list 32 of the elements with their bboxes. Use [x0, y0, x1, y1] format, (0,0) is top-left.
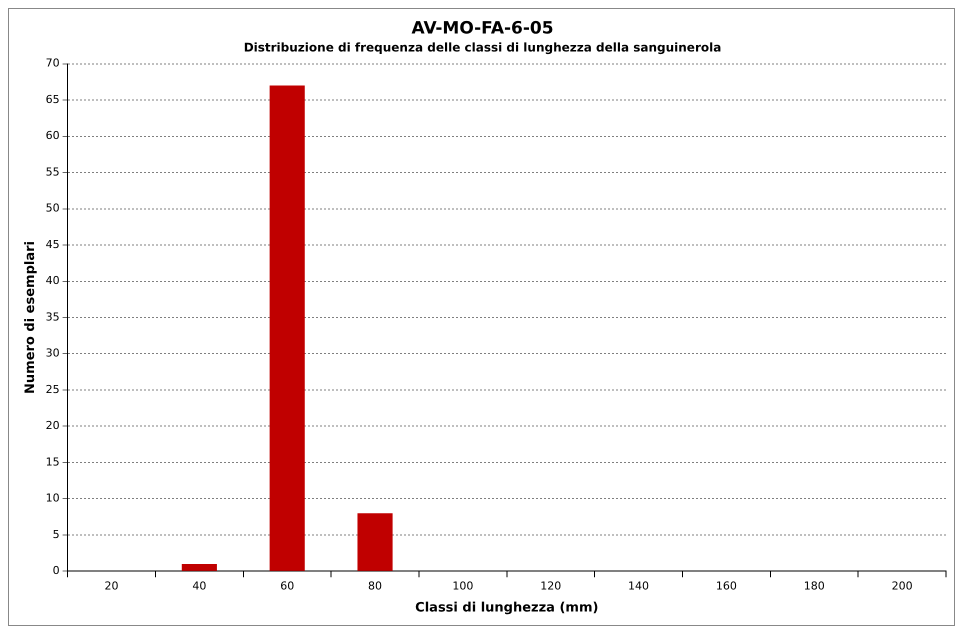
y-tick-label: 35: [46, 310, 60, 324]
y-tick-label: 60: [46, 129, 60, 142]
y-tick-label: 65: [46, 92, 60, 106]
y-tick-label: 45: [46, 238, 60, 251]
bar: [270, 86, 305, 571]
y-tick-label: 0: [52, 564, 60, 578]
x-tick-label: 60: [280, 580, 294, 593]
y-tick-label: 25: [46, 382, 60, 396]
x-tick-label: 100: [452, 580, 474, 593]
x-tick-label: 160: [716, 580, 737, 593]
x-tick-label: 20: [104, 580, 119, 593]
y-axis-title: Numero di esemplari: [23, 241, 38, 394]
x-tick-label: 200: [892, 580, 913, 593]
bar: [357, 513, 393, 571]
y-tick-label: 5: [52, 528, 60, 541]
y-tick-label: 55: [46, 165, 60, 178]
x-tick-label: 40: [192, 580, 206, 593]
y-tick-label: 50: [46, 202, 60, 215]
y-tick-label: 30: [46, 346, 60, 360]
chart-title: AV-MO-FA-6-05: [411, 18, 554, 39]
x-tick-label: 180: [804, 580, 825, 593]
y-tick-label: 10: [46, 492, 60, 505]
chart-subtitle: Distribuzione di frequenza delle classi di lunghezza della sanguinerola: [244, 40, 722, 55]
x-tick-label: 140: [628, 580, 650, 593]
x-tick-label: 120: [540, 580, 562, 593]
y-tick-label: 70: [46, 56, 60, 70]
y-tick-label: 20: [46, 419, 60, 432]
y-tick-label: 40: [46, 274, 60, 288]
x-axis-title: Classi di lunghezza (mm): [415, 600, 598, 616]
y-tick-label: 15: [46, 455, 60, 468]
bar: [182, 564, 217, 571]
x-tick-label: 80: [368, 580, 382, 593]
